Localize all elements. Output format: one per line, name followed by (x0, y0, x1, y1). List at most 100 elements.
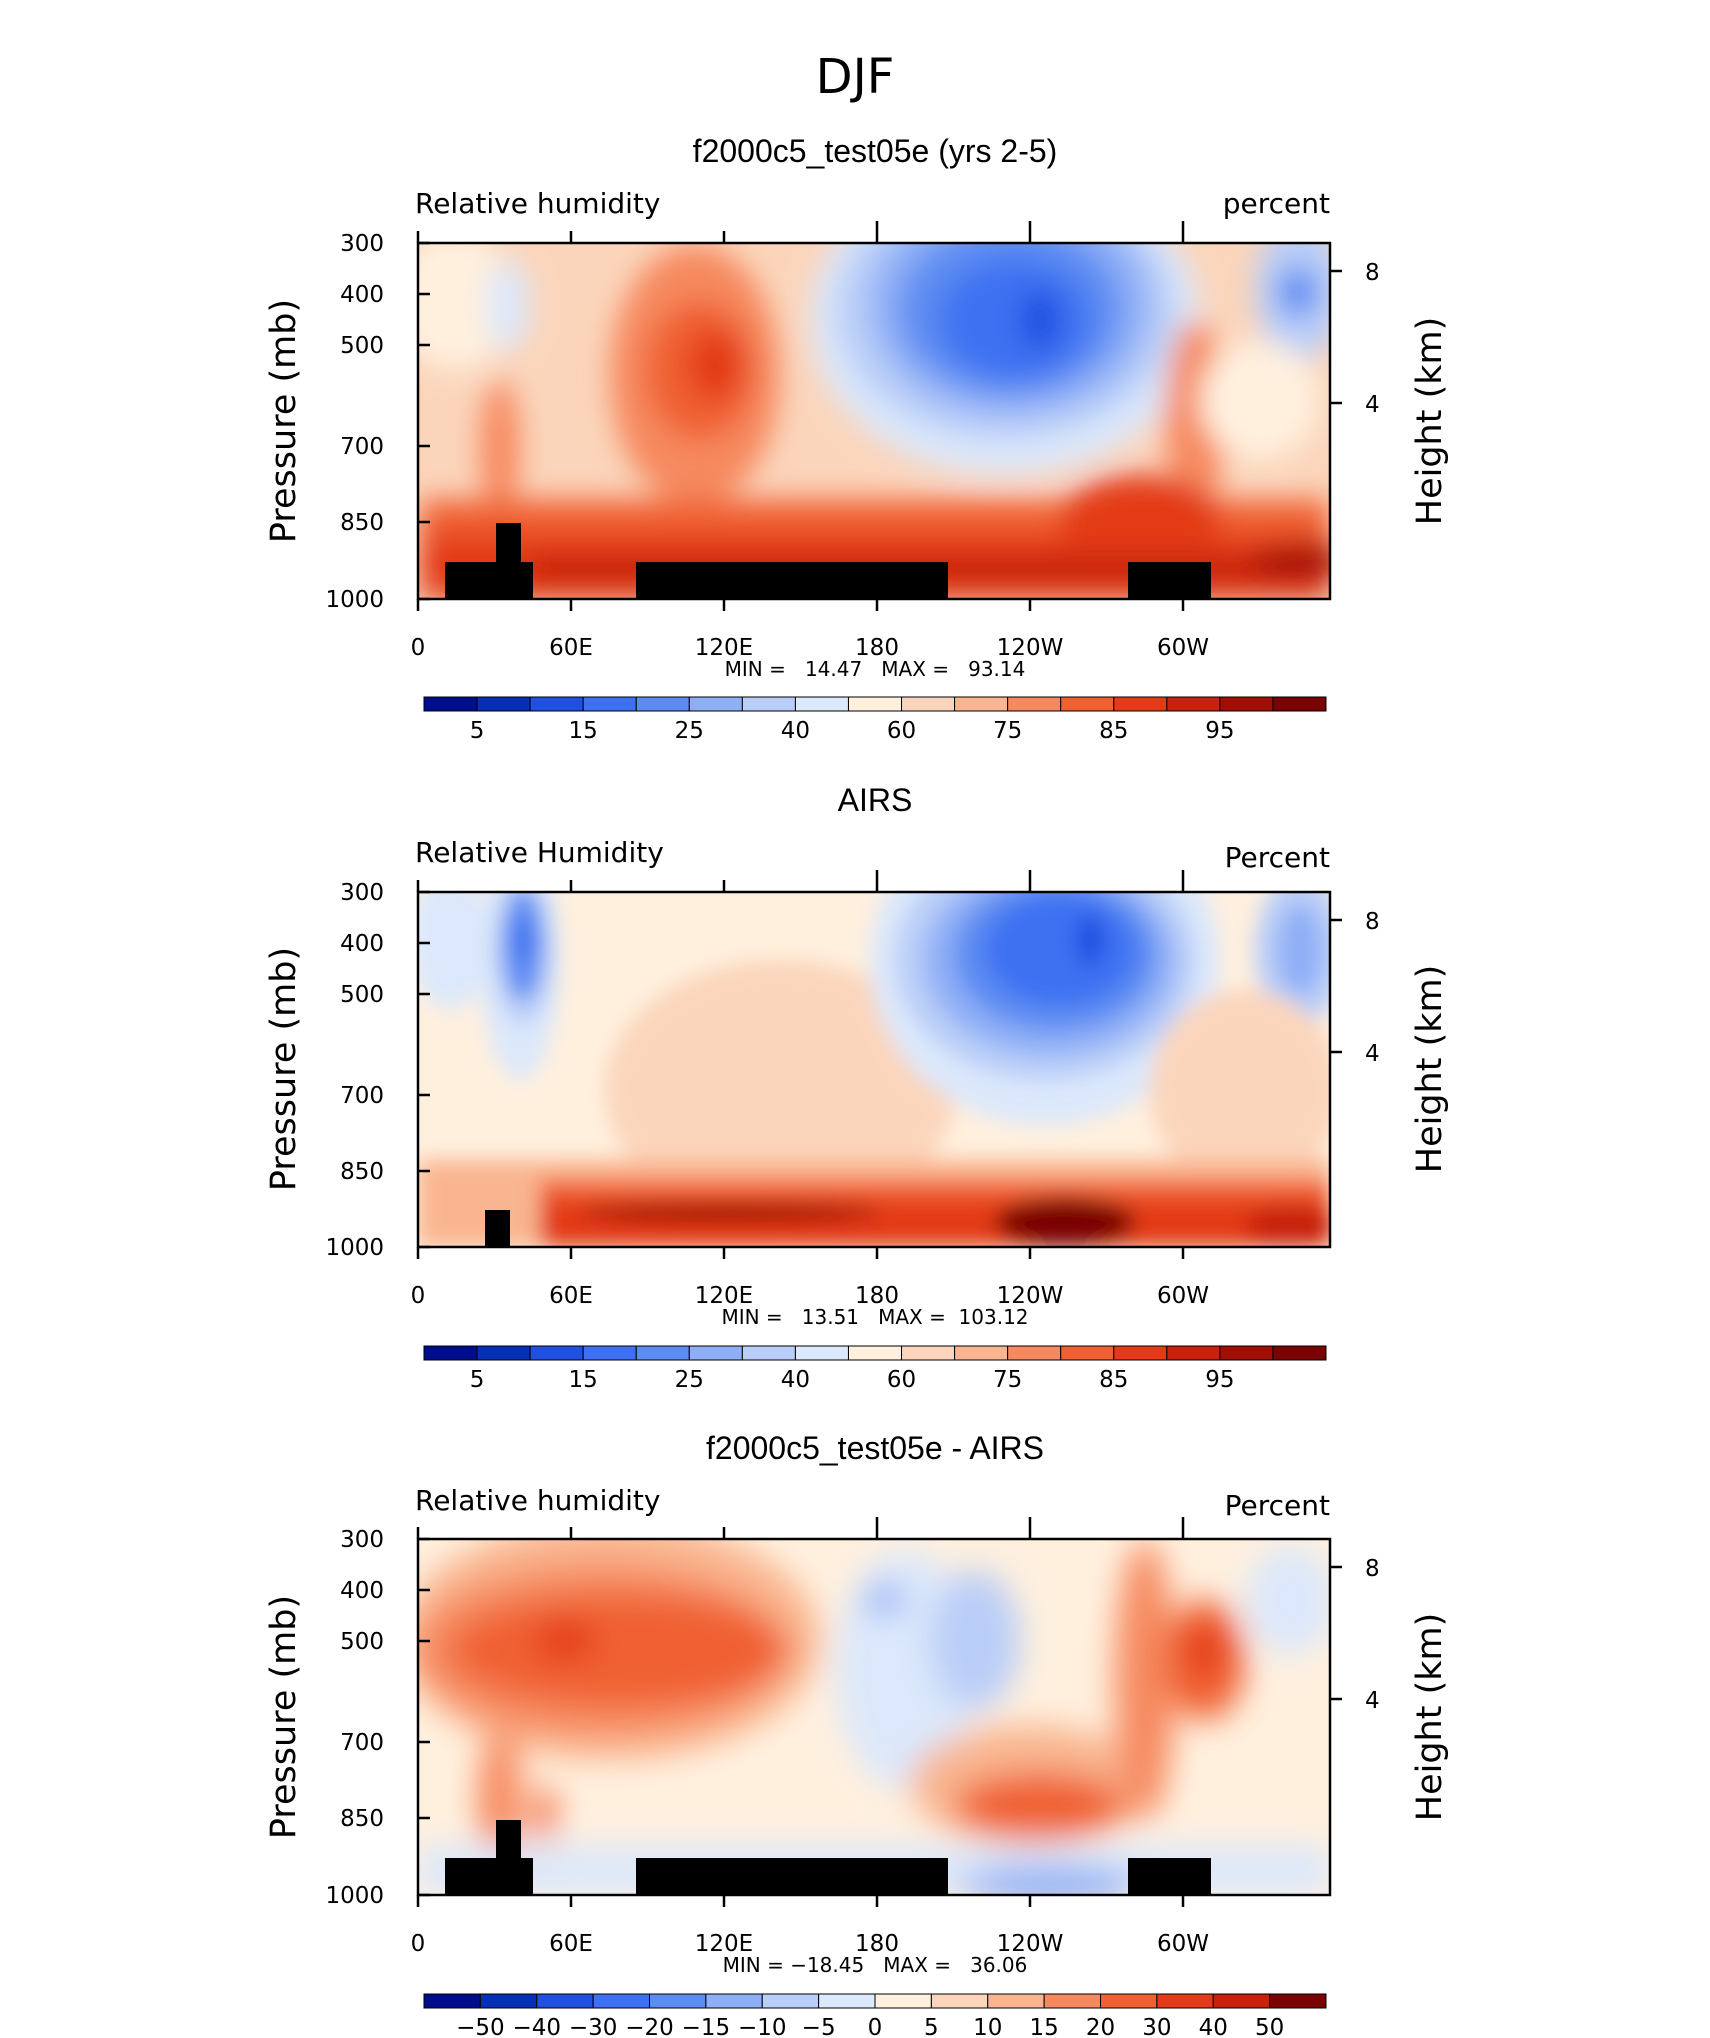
topography-mask (485, 1210, 510, 1247)
x-tick-label: 60E (549, 635, 593, 661)
x-tick-label: 60W (1157, 1931, 1209, 1957)
x-tick-label: 60W (1157, 1283, 1209, 1309)
x-tick-label: 120E (695, 1931, 753, 1957)
y-tick-label: 300 (340, 1527, 384, 1553)
colorbar-swatch (1060, 1345, 1115, 1361)
colorbar-label: 15 (569, 718, 598, 744)
topography-mask (636, 1858, 948, 1895)
colorbar-swatch (741, 1345, 796, 1361)
x-tick-label: 180 (855, 635, 899, 661)
colorbar-swatch (1113, 696, 1168, 712)
x-tick-label: 60E (549, 1283, 593, 1309)
colorbar-label: 30 (1142, 2015, 1171, 2038)
colorbar-swatch (635, 696, 690, 712)
colorbar-label: 95 (1205, 1367, 1234, 1393)
topography-mask (496, 1820, 521, 1858)
y-tick-label: 700 (340, 434, 384, 460)
colorbar-swatch (794, 1345, 849, 1361)
colorbar-swatch (794, 696, 849, 712)
x-tick-label: 120W (997, 1931, 1064, 1957)
colorbar-swatch (705, 1993, 763, 2009)
colorbar-label: 15 (1029, 2015, 1058, 2038)
y-tick-label: 500 (340, 1629, 384, 1655)
colorbar-swatch (529, 696, 584, 712)
colorbar-swatch (423, 1345, 478, 1361)
panel-title: AIRS (838, 782, 913, 818)
variable-label: Relative humidity (415, 187, 660, 220)
colorbar-swatch (688, 1345, 743, 1361)
min-max-readout: MIN = 13.51 MAX = 103.12 (721, 1305, 1028, 1329)
colorbar-label: 20 (1086, 2015, 1115, 2038)
min-max-readout: MIN = −18.45 MAX = 36.06 (723, 1953, 1028, 1977)
colorbar-swatch (1113, 1345, 1168, 1361)
colorbar-swatch (1100, 1993, 1158, 2009)
colorbar-label: 95 (1205, 718, 1234, 744)
colorbar-swatch (847, 1345, 903, 1361)
colorbar-swatch (423, 696, 478, 712)
panel-title: f2000c5_test05e - AIRS (706, 1430, 1044, 1466)
colorbar-swatch (901, 696, 956, 712)
colorbar: 5 15 25 40 60 75 85 95 (423, 1345, 1327, 1393)
colorbar-label: −15 (682, 2015, 731, 2038)
colorbar-label: 0 (868, 2015, 883, 2038)
y-tick-label: 1000 (325, 1235, 384, 1261)
colorbar-label: 25 (675, 1367, 704, 1393)
colorbar: 5 15 25 40 60 75 85 95 (423, 696, 1327, 744)
colorbar-swatch (1060, 696, 1115, 712)
colorbar-swatch (1269, 1993, 1327, 2009)
figure-title: DJF (816, 49, 895, 105)
colorbar-swatch (1043, 1993, 1101, 2009)
colorbar-label: 15 (569, 1367, 598, 1393)
y-tick-label: 400 (340, 282, 384, 308)
colorbar-swatch (529, 1345, 584, 1361)
topography-mask (445, 1858, 533, 1895)
colorbar-label: 5 (924, 2015, 939, 2038)
y-right-tick-label: 8 (1365, 260, 1380, 286)
colorbar-swatch (1219, 1345, 1274, 1361)
topography-mask (496, 523, 521, 562)
colorbar: −50 −40 −30 −20 −15 −10 −5 0 5 10 15 20 30 40 50 (423, 1993, 1327, 2038)
heatmap-field (418, 243, 1330, 599)
y-tick-label: 1000 (325, 1883, 384, 1909)
y-tick-label: 700 (340, 1083, 384, 1109)
colorbar-swatch (592, 1993, 650, 2009)
panel-title: f2000c5_test05e (yrs 2-5) (693, 133, 1058, 169)
x-tick-label: 0 (411, 1931, 426, 1957)
colorbar-label: 40 (1199, 2015, 1228, 2038)
y-axis-label: Pressure (mb) (264, 947, 304, 1191)
colorbar-swatch (688, 696, 743, 712)
y-tick-label: 850 (340, 1159, 384, 1185)
colorbar-swatch (847, 696, 903, 712)
axis-ticks (416, 221, 1342, 611)
y-tick-label: 300 (340, 880, 384, 906)
colorbar-label: 10 (973, 2015, 1002, 2038)
topography-mask (1128, 1858, 1211, 1895)
x-tick-label: 60E (549, 1931, 593, 1957)
x-tick-label: 60W (1157, 635, 1209, 661)
y-tick-label: 850 (340, 1806, 384, 1832)
colorbar-swatch (1272, 1345, 1327, 1361)
colorbar-swatch (649, 1993, 707, 2009)
y-axis-label: Pressure (mb) (264, 1595, 304, 1839)
plot-frame (416, 890, 1332, 1249)
colorbar-swatch (1007, 1345, 1062, 1361)
colorbar-swatch (423, 1993, 481, 2009)
colorbar-label: 40 (781, 1367, 810, 1393)
colorbar-label: 50 (1255, 2015, 1284, 2038)
y-tick-label: 400 (340, 931, 384, 957)
y-right-tick-label: 4 (1365, 1688, 1380, 1714)
colorbar-label: −10 (738, 2015, 787, 2038)
colorbar-swatch (987, 1993, 1045, 2009)
heatmap-field (418, 892, 1330, 1247)
colorbar-label: 85 (1099, 1367, 1128, 1393)
colorbar-label: 60 (887, 1367, 916, 1393)
colorbar-swatch (536, 1993, 594, 2009)
x-tick-label: 120E (695, 635, 753, 661)
topography-mask (445, 562, 533, 599)
colorbar-label: −20 (625, 2015, 674, 2038)
plot-frame (416, 1537, 1332, 1897)
x-tick-label: 0 (411, 635, 426, 661)
y-tick-label: 1000 (325, 587, 384, 613)
colorbar-label: 85 (1099, 718, 1128, 744)
y-tick-label: 700 (340, 1730, 384, 1756)
